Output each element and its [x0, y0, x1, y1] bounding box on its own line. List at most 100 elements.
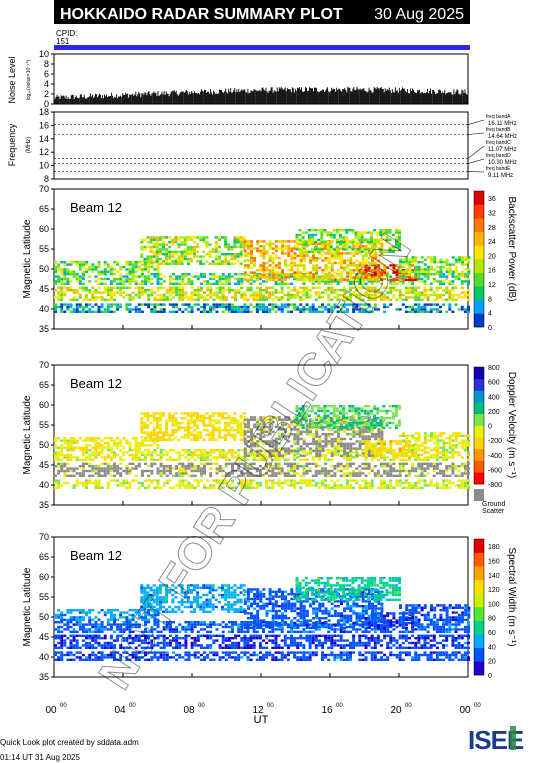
data-cell — [330, 305, 334, 309]
data-cell — [268, 278, 272, 281]
data-cell — [401, 486, 405, 489]
data-cell — [304, 412, 308, 415]
data-cell — [57, 280, 61, 283]
data-cell — [315, 440, 319, 443]
data-cell — [184, 486, 188, 489]
data-cell — [109, 296, 113, 299]
data-cell — [333, 465, 337, 468]
data-cell — [152, 419, 156, 422]
data-cell — [445, 453, 449, 457]
data-cell — [246, 264, 250, 267]
data-cell — [360, 419, 364, 422]
data-cell — [324, 456, 328, 459]
data-cell — [420, 469, 424, 473]
data-cell — [63, 456, 67, 459]
data-cell — [271, 257, 275, 260]
data-cell — [333, 447, 337, 450]
data-cell — [349, 259, 353, 262]
data-cell — [293, 433, 297, 436]
data-cell — [246, 298, 250, 301]
data-cell — [159, 286, 163, 289]
data-cell — [178, 479, 182, 482]
data-cell — [358, 286, 362, 289]
lat-tick-label: 60 — [39, 224, 49, 234]
data-cell — [374, 254, 378, 257]
data-cell — [435, 467, 439, 470]
data-cell — [255, 310, 259, 313]
data-cell — [274, 289, 278, 292]
data-cell — [75, 289, 79, 292]
data-cell — [339, 293, 343, 297]
data-cell — [94, 296, 98, 299]
data-cell — [94, 275, 98, 278]
data-cell — [221, 481, 225, 485]
data-cell — [317, 421, 321, 425]
noise-trace — [53, 86, 469, 104]
data-cell — [259, 435, 263, 438]
data-cell — [227, 305, 231, 309]
data-cell — [442, 293, 446, 297]
data-cell — [128, 444, 132, 447]
data-cell — [309, 452, 312, 455]
lat-tick-label: 65 — [39, 204, 49, 214]
data-cell — [302, 293, 306, 297]
data-cell — [153, 449, 157, 452]
data-cell — [271, 293, 275, 297]
data-cell — [203, 484, 206, 487]
data-cell — [451, 465, 455, 468]
data-cell — [218, 451, 222, 454]
data-cell — [165, 298, 169, 301]
data-cell — [162, 298, 166, 301]
data-cell — [140, 424, 144, 427]
data-cell — [66, 453, 70, 457]
data-cell — [57, 286, 61, 289]
data-cell — [417, 449, 421, 452]
data-cell — [361, 442, 365, 445]
data-cell — [190, 310, 194, 313]
data-cell — [283, 458, 287, 461]
data-cell — [274, 447, 278, 450]
data-cell — [122, 275, 126, 278]
data-cell — [224, 472, 228, 475]
data-cell — [290, 257, 294, 260]
data-cell — [60, 286, 64, 289]
data-cell — [224, 289, 228, 292]
data-cell — [463, 486, 467, 489]
data-cell — [187, 280, 191, 283]
data-cell — [252, 474, 256, 477]
data-cell — [429, 481, 433, 485]
data-cell — [308, 296, 312, 299]
data-cell — [414, 278, 418, 281]
data-cell — [250, 271, 253, 274]
data-cell — [147, 296, 151, 299]
data-cell — [293, 418, 297, 421]
data-cell — [380, 435, 384, 438]
data-cell — [119, 280, 123, 283]
data-cell — [382, 229, 386, 232]
data-cell — [349, 449, 353, 453]
data-cell — [262, 240, 266, 243]
data-cell — [360, 421, 364, 425]
data-cell — [212, 298, 216, 301]
data-cell — [66, 277, 70, 281]
data-cell — [312, 442, 316, 445]
data-cell — [426, 293, 430, 297]
data-cell — [189, 257, 193, 261]
data-cell — [57, 265, 61, 269]
data-cell — [333, 280, 337, 283]
data-cell — [256, 249, 260, 253]
data-cell — [271, 291, 275, 294]
data-cell — [212, 293, 216, 297]
data-cell — [189, 248, 193, 251]
data-cell — [180, 260, 184, 263]
data-cell — [274, 481, 278, 485]
data-cell — [178, 308, 182, 311]
data-cell — [426, 296, 430, 299]
data-cell — [171, 238, 175, 241]
data-cell — [351, 229, 355, 232]
data-cell — [287, 452, 291, 455]
data-cell — [209, 484, 213, 487]
data-cell — [445, 310, 449, 313]
data-cell — [165, 431, 169, 434]
data-cell — [190, 474, 194, 477]
